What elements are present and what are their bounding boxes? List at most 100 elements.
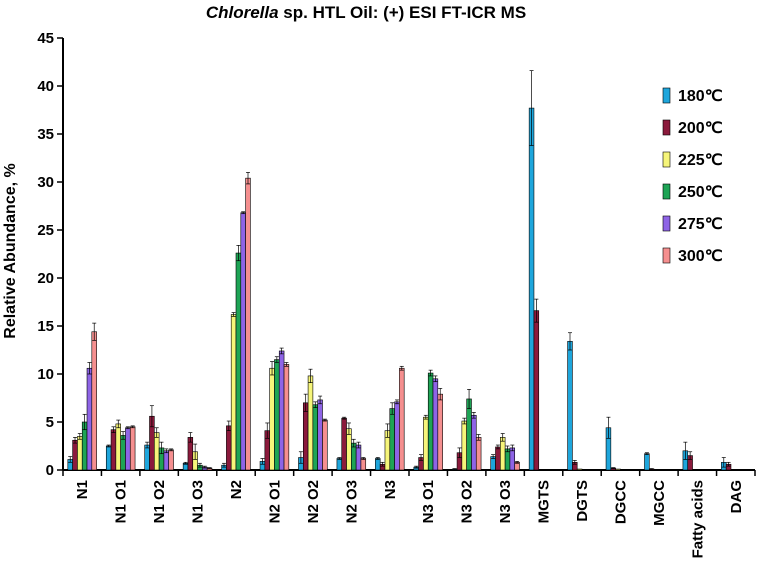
legend-swatch bbox=[662, 183, 671, 200]
bar bbox=[105, 445, 112, 471]
bar bbox=[509, 447, 516, 471]
x-tick-label: MGCC bbox=[651, 480, 668, 526]
legend-swatch bbox=[662, 151, 671, 168]
x-tick-label: MGTS bbox=[536, 480, 553, 523]
legend-label: 250℃ bbox=[678, 184, 723, 201]
bar bbox=[307, 375, 314, 471]
bar bbox=[322, 419, 328, 471]
y-tick-label: 15 bbox=[37, 318, 54, 335]
y-tick-label: 0 bbox=[46, 462, 54, 479]
y-axis-label: Relative Abundance, % bbox=[2, 163, 19, 338]
x-tick-label: Fatty acids bbox=[689, 480, 706, 558]
x-tick-label: N2 bbox=[228, 480, 245, 499]
bar bbox=[644, 453, 650, 471]
chart-title: Chlorella sp. HTL Oil: (+) ESI FT-ICR MS bbox=[206, 3, 526, 22]
x-tick-label: N3 O3 bbox=[497, 480, 514, 523]
bar bbox=[375, 458, 381, 471]
bar bbox=[576, 468, 583, 471]
x-tick-label: N1 O1 bbox=[113, 480, 130, 523]
y-tick-label: 25 bbox=[37, 222, 54, 239]
x-tick-label: N3 O1 bbox=[420, 480, 437, 523]
y-tick-label: 10 bbox=[37, 366, 54, 383]
legend-label: 180℃ bbox=[678, 88, 723, 105]
bar bbox=[91, 331, 97, 471]
legend-swatch bbox=[662, 215, 671, 232]
y-tick-label: 40 bbox=[37, 78, 54, 95]
x-tick-label: N3 bbox=[382, 480, 399, 499]
bar bbox=[437, 393, 443, 471]
bar bbox=[110, 429, 117, 471]
bar bbox=[86, 367, 93, 471]
legend-label: 200℃ bbox=[678, 120, 723, 137]
x-tick-label: DGCC bbox=[612, 480, 629, 524]
bar bbox=[346, 428, 352, 471]
x-tick-label: N2 O1 bbox=[266, 480, 283, 523]
legend-swatch bbox=[662, 247, 671, 264]
bar bbox=[317, 399, 323, 471]
chart-title-rest: sp. HTL Oil: (+) ESI FT-ICR MS bbox=[279, 3, 527, 22]
bar bbox=[226, 425, 232, 471]
y-tick-label: 5 bbox=[46, 414, 54, 431]
x-tick-label: N3 O2 bbox=[459, 480, 476, 523]
bar bbox=[283, 364, 290, 471]
bar bbox=[120, 435, 126, 471]
y-tick-label: 30 bbox=[37, 174, 54, 191]
legend: 180℃ 200℃ 225℃ 250℃ 275℃ 300℃ bbox=[662, 87, 723, 265]
bar bbox=[461, 420, 467, 471]
bar bbox=[72, 439, 78, 471]
legend-swatch bbox=[662, 87, 671, 104]
bar bbox=[336, 458, 343, 471]
legend-label: 300℃ bbox=[678, 248, 723, 265]
bar bbox=[312, 404, 318, 471]
bar bbox=[77, 436, 83, 471]
bar bbox=[495, 446, 501, 471]
bar bbox=[154, 432, 160, 471]
bar bbox=[615, 468, 621, 471]
bar bbox=[168, 449, 174, 471]
y-tick-label: 35 bbox=[37, 126, 54, 143]
x-tick-label: N1 O3 bbox=[190, 480, 207, 523]
x-tick-label: N2 O3 bbox=[343, 480, 360, 523]
bar bbox=[269, 367, 275, 471]
legend-label: 225℃ bbox=[678, 152, 723, 169]
bar bbox=[500, 437, 506, 471]
legend-swatch bbox=[662, 119, 671, 136]
bar bbox=[115, 423, 121, 471]
bar bbox=[423, 416, 429, 471]
chart-title-italic: Chlorella bbox=[206, 3, 279, 22]
bar bbox=[355, 444, 362, 471]
bar bbox=[466, 398, 472, 471]
bar bbox=[163, 450, 170, 471]
bar bbox=[360, 458, 367, 471]
bar bbox=[144, 444, 150, 471]
bar bbox=[129, 426, 136, 471]
bar bbox=[240, 212, 246, 471]
bar bbox=[427, 372, 434, 471]
y-tick-label: 20 bbox=[37, 270, 54, 287]
bar bbox=[302, 402, 309, 471]
x-tick-label: N1 bbox=[74, 480, 91, 499]
bar bbox=[245, 177, 251, 471]
bar bbox=[471, 414, 477, 471]
bar bbox=[567, 341, 573, 471]
bar bbox=[125, 427, 131, 471]
legend-label: 275℃ bbox=[678, 216, 723, 233]
bar bbox=[235, 252, 242, 471]
bar bbox=[341, 417, 347, 471]
x-tick-label: N2 O2 bbox=[305, 480, 322, 523]
bar bbox=[475, 437, 482, 471]
bar bbox=[394, 401, 400, 471]
bar bbox=[432, 378, 439, 471]
x-tick-label: DAG bbox=[728, 480, 745, 513]
x-tick-label: DGTS bbox=[574, 480, 591, 522]
plot-area: 0 5 10 15 20 25 30 35 40 45 N1 N1 O1 N1 O2 N1 O3 N2 N2 … bbox=[37, 30, 756, 558]
bar bbox=[399, 367, 405, 471]
bar bbox=[278, 350, 285, 471]
bar bbox=[528, 107, 535, 471]
bar bbox=[230, 314, 237, 471]
x-tick-label: N1 O2 bbox=[151, 480, 168, 523]
bar bbox=[274, 359, 280, 471]
bar bbox=[389, 408, 395, 471]
y-tick-label: 45 bbox=[37, 30, 54, 47]
